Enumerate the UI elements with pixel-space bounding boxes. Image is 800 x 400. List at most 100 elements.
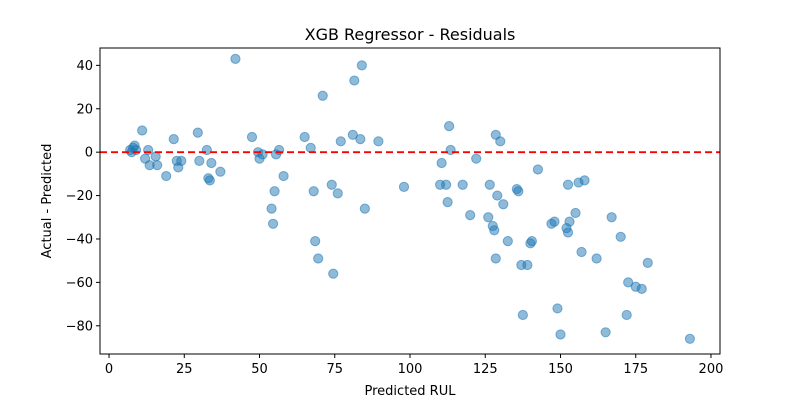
data-point-69 <box>502 236 513 247</box>
data-point-56 <box>445 144 456 156</box>
data-point-97 <box>636 283 647 294</box>
x-axis-ticks: 0 25 50 75 100 125 150 175 200 <box>105 354 723 377</box>
data-point-52 <box>436 157 447 169</box>
x-tick-label: 0 <box>105 362 113 377</box>
data-point-44 <box>347 129 358 140</box>
data-point-34 <box>299 131 310 143</box>
data-point-46 <box>355 134 366 145</box>
data-point-16 <box>192 127 203 138</box>
data-point-60 <box>483 212 494 223</box>
data-point-81 <box>555 329 566 340</box>
y-tick-label: 40 <box>76 59 93 74</box>
x-tick-label: 175 <box>623 362 648 377</box>
data-point-38 <box>313 253 324 264</box>
data-point-63 <box>489 225 500 236</box>
data-point-23 <box>230 53 241 64</box>
data-point-61 <box>484 179 495 190</box>
x-tick-label: 125 <box>473 362 498 377</box>
data-point-39 <box>317 90 328 101</box>
data-point-32 <box>273 144 285 156</box>
y-axis-ticks: −80 −60 −40 −20 0 20 40 <box>66 59 100 334</box>
data-point-84 <box>562 179 574 190</box>
data-point-64 <box>490 253 501 264</box>
data-point-83 <box>562 227 574 238</box>
x-tick-label: 150 <box>548 362 573 377</box>
data-point-80 <box>552 303 563 314</box>
y-axis-label: Actual - Predicted <box>40 144 55 259</box>
data-point-92 <box>606 212 617 223</box>
data-point-28 <box>266 203 277 214</box>
data-point-45 <box>349 75 360 86</box>
data-point-49 <box>373 136 384 147</box>
data-point-11 <box>161 170 172 182</box>
y-tick-label: −60 <box>66 276 93 291</box>
data-point-76 <box>526 236 537 247</box>
data-point-66 <box>492 190 503 201</box>
data-point-58 <box>465 210 476 221</box>
data-point-89 <box>579 175 590 186</box>
x-tick-label: 75 <box>326 362 343 377</box>
data-point-36 <box>308 186 319 197</box>
data-point-12 <box>168 134 179 145</box>
y-tick-label: −20 <box>66 189 93 204</box>
data-point-91 <box>600 327 611 338</box>
data-point-74 <box>522 259 533 271</box>
data-point-73 <box>517 309 528 321</box>
points-layer <box>125 53 696 344</box>
data-point-24 <box>246 131 258 143</box>
data-point-77 <box>532 164 544 175</box>
data-point-93 <box>615 231 626 242</box>
data-point-53 <box>441 179 452 190</box>
data-point-90 <box>591 253 602 264</box>
y-tick-label: −40 <box>66 232 93 247</box>
data-point-94 <box>621 309 632 321</box>
data-point-67 <box>495 136 506 147</box>
data-point-33 <box>278 170 289 182</box>
data-point-20 <box>204 175 215 186</box>
data-point-30 <box>269 186 280 197</box>
data-point-22 <box>215 166 226 177</box>
data-point-98 <box>642 257 653 268</box>
data-point-50 <box>398 181 410 192</box>
data-point-10 <box>152 160 163 171</box>
data-point-29 <box>267 218 279 229</box>
data-point-42 <box>332 188 343 199</box>
x-tick-label: 25 <box>176 362 193 377</box>
data-point-55 <box>444 121 455 132</box>
y-tick-label: 0 <box>85 146 93 161</box>
data-point-43 <box>335 136 346 147</box>
data-point-99 <box>684 333 696 344</box>
data-point-17 <box>194 155 205 166</box>
data-point-48 <box>359 203 370 214</box>
data-point-40 <box>326 179 337 190</box>
data-point-9 <box>150 151 161 162</box>
y-tick-label: −80 <box>66 319 93 334</box>
data-point-47 <box>356 60 367 71</box>
data-point-54 <box>442 196 453 208</box>
data-point-37 <box>310 236 321 247</box>
x-tick-label: 100 <box>398 362 423 377</box>
data-point-85 <box>564 216 575 227</box>
data-point-71 <box>513 186 524 197</box>
data-point-68 <box>498 199 509 210</box>
data-point-7 <box>143 144 154 156</box>
y-tick-label: 20 <box>76 102 93 117</box>
data-point-21 <box>206 157 217 169</box>
data-point-41 <box>328 268 339 279</box>
data-point-59 <box>471 153 482 164</box>
data-point-5 <box>137 125 148 136</box>
data-point-18 <box>201 144 212 156</box>
data-point-95 <box>623 277 634 288</box>
x-tick-label: 50 <box>251 362 268 377</box>
data-point-57 <box>457 179 468 190</box>
data-point-15 <box>176 155 187 166</box>
data-point-86 <box>570 207 581 219</box>
data-point-27 <box>257 149 268 160</box>
data-point-35 <box>305 142 316 153</box>
data-point-88 <box>576 246 587 258</box>
x-axis-label: Predicted RUL <box>365 384 457 399</box>
data-point-4 <box>131 144 142 156</box>
x-tick-label: 200 <box>699 362 724 377</box>
